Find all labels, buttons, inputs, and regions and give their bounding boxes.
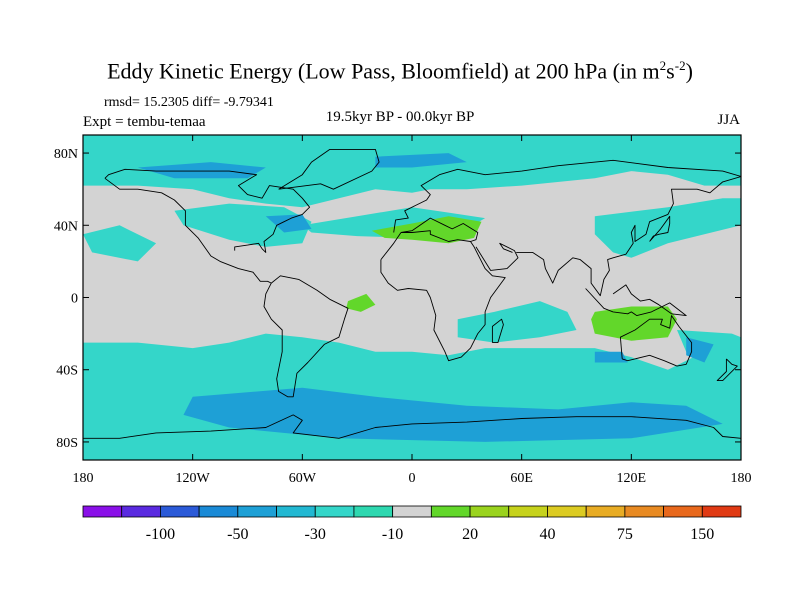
coastline-3 [278,148,380,190]
anomaly-region-16 [591,306,677,341]
colorbar-box-7 [353,505,394,518]
title-superscript-2: -2 [674,58,686,73]
colorbar-box-14 [624,505,664,518]
colorbar-box-11 [508,505,548,518]
lon-tick-label-6: 180 [731,471,752,486]
anomaly-region-4 [83,225,157,262]
lat-tick-label-2: 0 [71,292,78,307]
lat-tick-label-0: 80N [54,147,78,162]
colorbar-box-9 [430,505,471,518]
coastline-8 [491,318,504,344]
title-text: Eddy Kinetic Energy (Low Pass, Bloomfiel… [107,58,660,84]
colorbar-box-5 [276,505,316,518]
coastline-6 [380,232,402,260]
colorbar-label-7: 150 [690,526,714,543]
colorbar-box-3 [198,505,239,518]
coastline-10 [516,176,741,297]
coastline-0 [104,177,272,284]
lat-tick-label-1: 40N [54,219,78,234]
map-title: Eddy Kinetic Energy (Low Pass, Bloomfiel… [0,58,800,84]
title-text-mid: s [666,58,675,84]
colorbar-box-12 [547,505,587,518]
anomaly-region-2 [174,203,312,247]
coastline-5 [400,217,479,242]
coastline-15 [83,414,741,439]
coastline-7 [380,241,506,362]
coastline-12 [619,315,693,367]
anomaly-region-14 [371,216,482,244]
lon-tick-label-4: 60E [510,471,533,486]
colorbar-box-8 [392,505,432,518]
colorbar-label-6: 75 [617,526,633,543]
stats-label: rmsd= 15.2305 diff= -9.79341 [104,95,274,110]
colorbar-box-1 [121,505,161,518]
anomaly-region-13 [265,214,312,233]
period-label: 19.5kyr BP - 00.0kyr BP [325,109,475,125]
lon-tick-label-2: 60W [289,471,317,486]
anomaly-region-8 [183,387,723,442]
title-superscript-1: 2 [659,58,667,73]
coastline-2 [104,168,311,253]
colorbar-label-5: 40 [540,526,556,543]
colorbar-box-15 [663,505,703,518]
anomaly-region-10 [686,337,714,363]
colorbar-box-16 [701,505,742,518]
anomaly-region-15 [346,293,376,312]
coastline-11 [649,215,671,242]
colorbar-label-1: -50 [227,526,248,543]
experiment-label: Expt = tembu-temaa [83,114,206,130]
colorbar-box-4 [237,505,277,518]
colorbar-box-0 [82,505,123,518]
title-text-end: ) [685,58,693,84]
colorbar-box-2 [160,505,200,518]
lon-tick-label-3: 0 [409,471,416,486]
anomaly-region-5 [457,301,577,343]
colorbar-label-2: -30 [305,526,326,543]
colorbar-label-4: 20 [462,526,478,543]
lon-tick-label-1: 120W [176,471,211,486]
coastline-4 [393,159,741,233]
map-area [83,135,741,460]
colorbar-label-0: -100 [146,526,175,543]
colorbar-box-6 [314,505,355,518]
coastline-1 [263,275,349,398]
colorbar: -100 -50 -30 -10 20 40 75 150 [82,505,742,543]
anomaly-region-0 [83,135,741,208]
coastline-9 [475,242,519,271]
coastline-13 [585,284,687,317]
anomaly-region-11 [137,162,266,179]
season-label: JJA [717,112,740,128]
anomaly-region-9 [594,351,628,363]
lon-tick-label-0: 180 [73,471,94,486]
colorbar-label-3: -10 [382,526,403,543]
lat-tick-label-4: 80S [56,436,78,451]
lon-tick-label-5: 120E [617,471,647,486]
anomaly-region-12 [375,153,467,168]
colorbar-box-10 [469,505,510,518]
lat-tick-label-3: 40S [56,364,78,379]
coastline-14 [716,358,738,382]
colorbar-box-13 [585,505,626,518]
anomaly-region-3 [594,198,741,258]
